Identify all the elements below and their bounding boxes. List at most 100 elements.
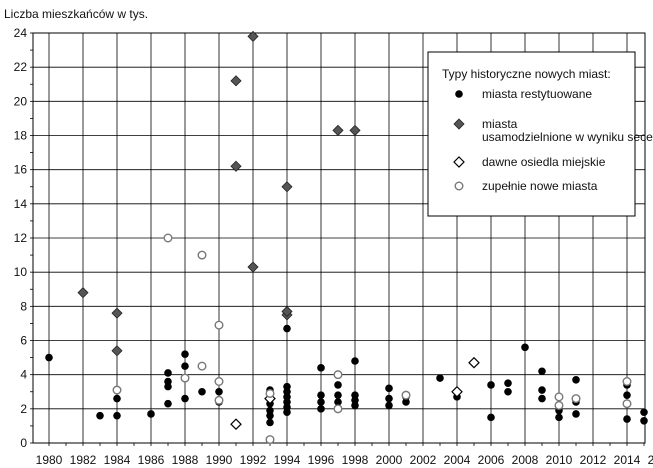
- data-point: [451, 385, 463, 398]
- x-tick-label: 1984: [104, 453, 131, 467]
- data-point: [538, 394, 546, 403]
- data-point: [571, 394, 581, 404]
- data-point: [538, 386, 546, 394]
- data-points: [45, 30, 648, 445]
- data-point: [181, 350, 189, 358]
- x-tick-label: 1998: [342, 453, 369, 467]
- x-tick-label: 2002: [410, 453, 437, 467]
- data-point: [265, 435, 275, 445]
- data-point: [317, 391, 325, 399]
- data-point: [283, 324, 291, 333]
- data-point: [504, 379, 512, 388]
- y-axis-label: Liczba mieszkańców w tys.: [4, 7, 148, 21]
- data-point: [572, 375, 580, 384]
- data-point: [164, 399, 172, 408]
- y-tick-label: 0: [20, 436, 27, 450]
- data-point: [385, 401, 393, 410]
- data-point: [215, 387, 223, 396]
- x-tick-label: 2012: [580, 453, 607, 467]
- y-tick-label: 24: [14, 26, 28, 40]
- data-point: [266, 418, 274, 427]
- x-tick-label: 1990: [206, 453, 233, 467]
- data-point: [317, 405, 325, 413]
- data-point: [401, 390, 411, 400]
- data-point: [112, 385, 122, 395]
- x-tick-label: 1992: [240, 453, 267, 467]
- data-point: [622, 377, 632, 387]
- data-point: [230, 418, 242, 431]
- data-point: [317, 398, 325, 406]
- data-point: [349, 124, 361, 136]
- y-tick-label: 18: [14, 129, 28, 143]
- data-point: [214, 377, 224, 387]
- data-point: [164, 377, 172, 386]
- grid: [30, 32, 646, 446]
- data-point: [163, 233, 173, 243]
- data-point: [333, 370, 343, 380]
- legend: Typy historyczne nowych miast: miasta re…: [427, 51, 653, 217]
- y-tick-label: 20: [14, 94, 28, 108]
- data-point: [436, 374, 444, 382]
- data-point: [147, 410, 155, 418]
- data-point: [555, 413, 563, 422]
- data-point: [45, 353, 53, 362]
- data-point: [283, 382, 291, 391]
- data-point: [181, 394, 189, 403]
- data-point: [197, 250, 207, 260]
- data-point: [113, 411, 121, 420]
- data-point: [385, 384, 393, 393]
- x-tick-label: 2008: [512, 453, 539, 467]
- data-point: [164, 369, 172, 377]
- legend-marker: [454, 181, 464, 191]
- data-point: [640, 408, 648, 417]
- data-point: [247, 261, 259, 273]
- data-point: [334, 398, 342, 406]
- y-tick-label: 10: [14, 265, 28, 279]
- x-tick-label: 2016: [648, 453, 653, 467]
- data-point: [247, 30, 259, 42]
- y-tick-label: 8: [20, 299, 27, 313]
- data-point: [487, 381, 495, 389]
- data-point: [230, 75, 242, 87]
- data-point: [622, 399, 632, 409]
- legend-marker: [453, 156, 465, 168]
- x-tick-label: 2004: [444, 453, 471, 467]
- legend-entry: miasta restytuowane: [482, 87, 592, 101]
- data-point: [554, 392, 564, 402]
- x-tick-label: 1980: [36, 453, 63, 467]
- data-point: [281, 305, 293, 318]
- data-point: [351, 391, 359, 399]
- data-point: [538, 367, 546, 376]
- legend-marker: [453, 118, 465, 130]
- data-point: [623, 391, 631, 399]
- data-point: [77, 287, 89, 299]
- data-point: [521, 343, 529, 352]
- x-tick-label: 1994: [274, 453, 301, 467]
- data-point: [281, 181, 293, 193]
- y-tick-label: 12: [14, 231, 28, 245]
- data-point: [623, 415, 631, 423]
- data-point: [334, 391, 342, 399]
- data-point: [487, 413, 495, 422]
- x-tick-label: 1982: [70, 453, 97, 467]
- legend-entry: miasta usamodzielnione w wyniku secesji: [482, 117, 653, 144]
- x-tick-label: 1988: [172, 453, 199, 467]
- data-point: [265, 388, 275, 398]
- x-tick-label: 1996: [308, 453, 335, 467]
- x-tick-labels: 1980 1982 1984 1986 1988 1990 1992 1994 1996 1998…: [36, 453, 653, 467]
- y-tick-label: 22: [14, 60, 28, 74]
- y-tick-label: 16: [14, 163, 28, 177]
- data-point: [111, 307, 123, 319]
- x-tick-label: 1986: [138, 453, 165, 467]
- data-point: [385, 394, 393, 403]
- data-point: [504, 387, 512, 396]
- data-point: [640, 416, 648, 425]
- data-point: [332, 124, 344, 136]
- data-point: [214, 320, 224, 330]
- y-tick-label: 4: [20, 368, 27, 382]
- data-point: [181, 362, 189, 370]
- data-point: [317, 364, 325, 372]
- x-tick-label: 2006: [478, 453, 505, 467]
